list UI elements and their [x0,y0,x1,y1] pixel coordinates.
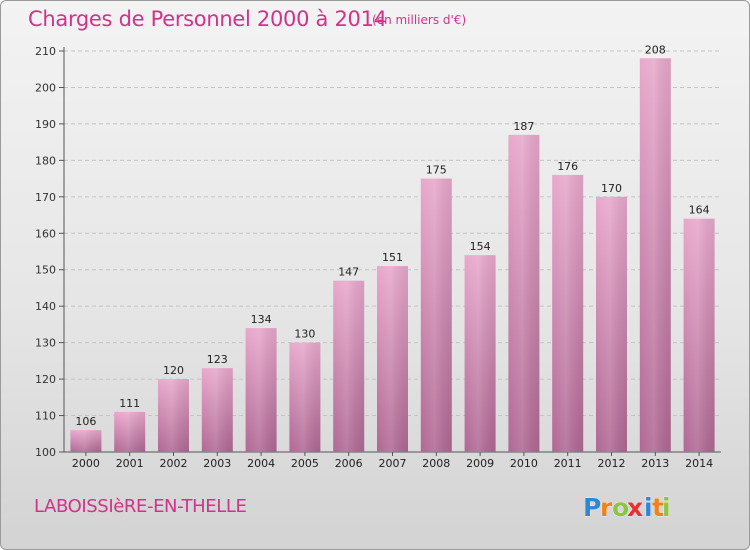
value-label: 120 [163,364,184,377]
x-tick-label: 2014 [685,457,713,470]
value-label: 151 [382,251,403,264]
bar-sheen [639,58,671,453]
y-tick-label: 130 [35,337,56,350]
x-tick-label: 2007 [379,457,407,470]
x-tick-label: 2001 [116,457,144,470]
logo-letter: x [627,493,643,522]
logo-letter: i [662,493,671,522]
value-label: 134 [251,313,272,326]
bar-sheen [508,134,540,452]
x-tick-label: 2005 [291,457,319,470]
bar-sheen [158,379,189,452]
bar-sheen [245,328,277,452]
x-tick-label: 2009 [466,457,494,470]
logo-letter: o [612,493,629,522]
y-tick-label: 110 [35,410,56,423]
proxiti-logo: Pr ox i ti [583,493,671,523]
y-tick-label: 150 [35,264,56,277]
y-tick-label: 120 [35,373,56,386]
x-tick-label: 2006 [335,457,363,470]
value-label: 208 [645,43,666,56]
x-tick-label: 2013 [641,457,669,470]
bars [70,58,715,453]
value-label: 164 [689,204,710,217]
value-label: 187 [513,120,534,133]
chart-title: Charges de Personnel 2000 à 2014 [28,7,387,31]
x-tick-label: 2012 [598,457,626,470]
value-label: 111 [119,397,140,410]
y-tick-labels: 100 110 120 130 140 150 160 170 180 190 200 210 [35,45,56,459]
bar-sheen [377,266,408,452]
x-tick-labels: 2000 2001 2002 2003 2004 2005 2006 2007 2008 2009… [72,457,713,470]
value-label: 176 [557,160,578,173]
y-tick-label: 190 [35,118,56,131]
value-label: 147 [338,266,359,279]
value-label: 123 [207,353,228,366]
value-label: 106 [75,415,96,428]
x-tick-label: 2008 [422,457,450,470]
bar-sheen [464,255,496,452]
x-tick-label: 2010 [510,457,538,470]
bar-sheen [201,368,233,452]
value-label: 130 [294,328,315,341]
bar-sheen [552,174,584,453]
bar-sheen [420,178,452,452]
bar-sheen [683,218,715,452]
value-labels: 106 111 120 123 134 130 147 151 175 154 187 176 170 2… [75,43,709,428]
logo-letter: i [644,493,653,522]
y-tick-label: 140 [35,300,56,313]
bar-sheen [114,411,146,452]
x-tick-label: 2000 [72,457,100,470]
bar-sheen [333,280,365,452]
y-tick-label: 210 [35,45,56,58]
value-label: 154 [470,240,491,253]
y-tick-label: 160 [35,227,56,240]
y-tick-label: 180 [35,154,56,167]
logo-letter: P [583,493,601,522]
value-label: 170 [601,182,622,195]
x-tick-label: 2011 [554,457,582,470]
logo-letter: t [652,493,664,522]
y-tick-label: 100 [35,446,56,459]
bar-sheen [596,196,627,452]
x-tick-label: 2002 [160,457,188,470]
logo-letter: r [600,493,613,522]
value-label: 175 [426,164,447,177]
x-tick-label: 2004 [247,457,275,470]
chart-subtitle: (en milliers d'€) [372,13,467,27]
bar-sheen [289,342,321,452]
place-name: LABOISSIèRE-EN-THELLE [34,496,247,517]
bar-sheen [70,430,102,452]
x-tick-label: 2003 [203,457,231,470]
y-tick-label: 170 [35,191,56,204]
y-tick-label: 200 [35,81,56,94]
